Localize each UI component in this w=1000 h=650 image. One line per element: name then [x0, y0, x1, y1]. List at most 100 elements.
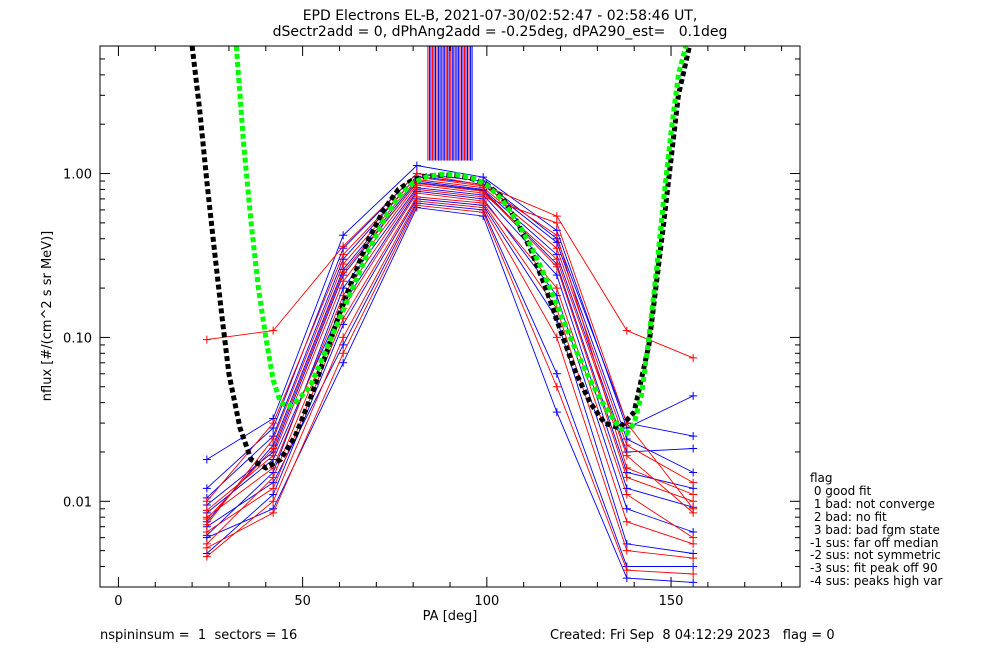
series-line	[206, 188, 694, 518]
data-point	[689, 391, 698, 400]
data-point	[269, 444, 278, 453]
y-tick-label: 1.00	[63, 168, 92, 183]
data-point	[339, 260, 348, 269]
data-point	[552, 284, 561, 293]
data-point	[689, 554, 698, 563]
data-point	[269, 434, 278, 443]
axis-ticks: 0 50 100 150 0.01 0.10 1.00	[63, 45, 800, 609]
series-line	[206, 173, 694, 359]
data-point	[689, 570, 698, 579]
data-point	[689, 490, 698, 499]
y-axis-label: nflux [#/(cm^2 s sr MeV)]	[40, 231, 55, 401]
data-point	[269, 419, 278, 428]
data-point	[339, 277, 348, 286]
data-point	[479, 187, 488, 196]
chart-title-line1: EPD Electrons EL-B, 2021-07-30/02:52:47 …	[302, 8, 698, 24]
data-point	[552, 255, 561, 264]
series-line	[206, 175, 694, 499]
data-point	[689, 497, 698, 506]
data-point	[622, 504, 631, 513]
data-point	[622, 490, 631, 499]
data-point	[552, 262, 561, 271]
data-point	[269, 473, 278, 482]
data-point	[202, 455, 211, 464]
footer-created-info: Created: Fri Sep 8 04:12:29 2023 flag = …	[550, 628, 835, 643]
data-point	[622, 463, 631, 472]
data-point	[689, 562, 698, 571]
data-point	[552, 369, 561, 378]
data-point	[339, 349, 348, 358]
data-point	[552, 408, 561, 417]
data-point	[479, 199, 488, 208]
series-line	[206, 198, 694, 554]
x-tick-label: 0	[114, 594, 122, 609]
data-point	[339, 231, 348, 240]
data-point	[269, 508, 278, 517]
fit-curve-black	[189, 46, 692, 471]
series-line	[206, 182, 694, 506]
plot-border	[99, 45, 801, 588]
fit-curves-group	[189, 46, 692, 471]
data-point	[202, 506, 211, 515]
series-line	[206, 196, 694, 545]
series-line	[206, 179, 694, 525]
series-line	[206, 165, 694, 460]
data-point	[689, 578, 698, 587]
legend-item: -3 sus: fit peak off 90	[810, 561, 938, 576]
x-tick-label: 50	[294, 594, 311, 609]
series-line	[206, 184, 694, 514]
y-tick-label: 0.10	[63, 331, 92, 346]
data-point	[622, 441, 631, 450]
series-line	[206, 182, 694, 520]
data-point	[339, 358, 348, 367]
data-point	[622, 451, 631, 460]
chart-title-line2: dSectr2add = 0, dPhAng2add = -0.25deg, d…	[272, 24, 728, 40]
data-point	[622, 574, 631, 583]
data-point	[622, 473, 631, 482]
data-point	[202, 497, 211, 506]
legend-item: -1 sus: far off median	[810, 535, 939, 550]
series-line	[206, 187, 694, 536]
data-point	[689, 478, 698, 487]
x-axis-label: PA [deg]	[423, 609, 478, 624]
data-point	[339, 333, 348, 342]
data-point	[269, 326, 278, 335]
y-tick-label: 0.01	[63, 495, 92, 510]
data-point	[552, 382, 561, 391]
series-line	[206, 173, 694, 489]
legend-item: 1 bad: not converge	[810, 496, 935, 511]
data-point	[269, 451, 278, 460]
data-point	[412, 201, 421, 210]
data-point	[202, 527, 211, 536]
data-point	[479, 208, 488, 217]
series-line	[206, 190, 694, 533]
data-point	[622, 517, 631, 526]
data-point	[552, 231, 561, 240]
footer-left-info: nspininsum = 1 sectors = 16	[100, 628, 298, 643]
data-point	[339, 268, 348, 277]
data-point	[339, 340, 348, 349]
data-point	[689, 444, 698, 453]
data-point	[202, 552, 211, 561]
data-point	[412, 161, 421, 170]
x-tick-label: 100	[474, 594, 499, 609]
flag-legend: flag 0 good fit 1 bad: not converge 2 ba…	[810, 472, 942, 588]
data-point	[269, 497, 278, 506]
series-line	[206, 204, 694, 575]
data-point	[552, 218, 561, 227]
legend-item: -2 sus: not symmetric	[810, 548, 941, 563]
legend-item: 3 bad: bad fgm state	[810, 522, 940, 537]
legend-item: 2 bad: no fit	[810, 509, 887, 524]
legend-title: flag	[810, 471, 833, 485]
data-point	[622, 326, 631, 335]
x-tick-label: 150	[659, 594, 684, 609]
data-point	[269, 484, 278, 493]
series-line	[206, 192, 694, 545]
series-line	[206, 207, 694, 583]
data-point	[202, 335, 211, 344]
data-point	[339, 250, 348, 259]
data-point	[689, 468, 698, 477]
plot-frame	[99, 45, 801, 588]
data-point	[202, 543, 211, 552]
